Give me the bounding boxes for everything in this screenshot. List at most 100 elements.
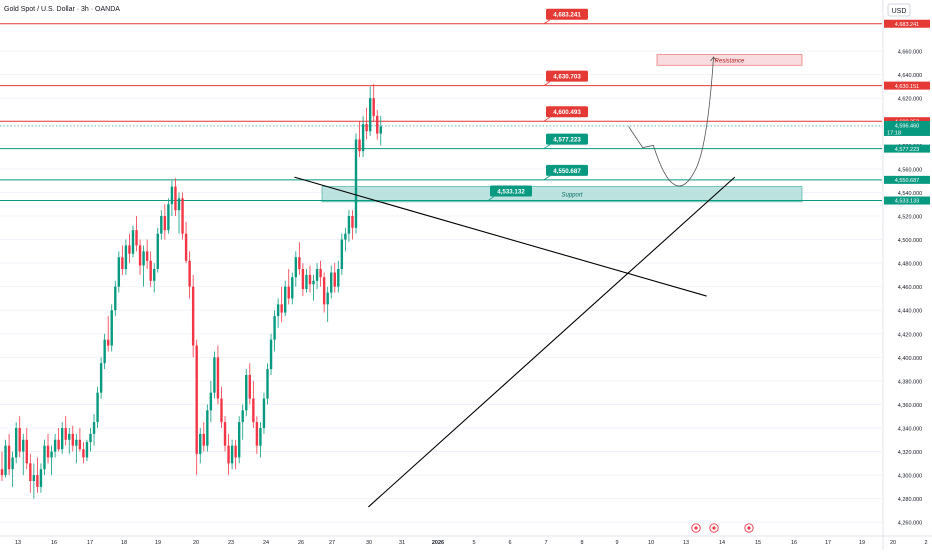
- candle-body: [273, 316, 276, 340]
- time-tick-label: 14: [719, 540, 725, 546]
- price-level-badge: [546, 133, 588, 145]
- candle-body: [177, 198, 181, 211]
- candle-body: [358, 139, 361, 152]
- price-tick-label: 4,520.000: [898, 215, 922, 221]
- axis-level-tag: [884, 19, 930, 28]
- level-layer: [0, 23, 882, 202]
- time-axis[interactable]: 13 16 17 18 19 20 23 24 26 27 30 31 2026 5 6 7 8 9 10 13 14 1…: [0, 523, 932, 546]
- time-tick-label: 7: [544, 540, 547, 546]
- price-level-pointer: [543, 19, 551, 25]
- price-tick-label: 4,320.000: [898, 450, 922, 456]
- time-tick-label: 23: [228, 540, 234, 546]
- candle-body: [75, 439, 78, 446]
- candle-body: [330, 272, 333, 293]
- candle-body: [18, 428, 21, 452]
- price-level-pointer: [543, 175, 551, 181]
- time-tick-label: 16: [791, 540, 797, 546]
- time-tick-label: 24: [263, 540, 269, 546]
- price-level-badge: [546, 164, 588, 176]
- candle-body: [170, 186, 174, 205]
- time-tick-label: 20: [193, 540, 199, 546]
- candle-body: [0, 469, 4, 476]
- axis-level-tag-text: 4,577.223: [895, 147, 919, 153]
- price-axis[interactable]: 4,260.000 4,280.000 4,300.000 4,320.000 4,34…: [882, 0, 930, 550]
- candle-body: [322, 277, 326, 305]
- candle-body: [202, 433, 205, 446]
- candle-body: [14, 428, 18, 458]
- time-tick-label: 9: [615, 540, 618, 546]
- candle-body: [121, 257, 124, 269]
- candle-body: [36, 475, 39, 487]
- candle-body: [206, 410, 209, 446]
- candle-body: [361, 124, 365, 152]
- price-tick-label: 4,640.000: [898, 73, 922, 79]
- candle-body: [315, 269, 319, 281]
- price-level-badge-text: 4,683.241: [553, 12, 581, 19]
- candle-body: [78, 439, 82, 450]
- trend-layer: [294, 56, 736, 508]
- event-flag-icon-dot: [747, 526, 751, 530]
- price-level-pointer: [543, 144, 551, 149]
- time-tick-label: 2026: [432, 540, 444, 546]
- time-tick-label: 15: [755, 540, 761, 546]
- resistance-zone: [656, 54, 803, 66]
- candle-body: [4, 445, 7, 476]
- candle-body: [57, 439, 60, 450]
- candle-body: [337, 269, 340, 287]
- candle-body: [191, 286, 195, 346]
- price-tick-label: 4,540.000: [898, 191, 922, 197]
- candle-body: [11, 457, 14, 470]
- countdown-text: 17:18: [887, 130, 901, 136]
- candle-body: [372, 98, 375, 116]
- time-tick-label: 18: [121, 540, 127, 546]
- candle-body: [135, 230, 138, 246]
- candle-body: [99, 363, 103, 393]
- candle-body: [68, 433, 71, 440]
- price-level-badge: [546, 106, 588, 118]
- candle-body: [167, 204, 170, 231]
- candle-body: [259, 428, 262, 446]
- candle-body: [245, 375, 248, 411]
- candle-body: [230, 445, 234, 464]
- candle-body: [7, 445, 11, 470]
- candle-body: [85, 442, 89, 458]
- resistance-zone-label: Resistance: [715, 58, 745, 64]
- support-zone-label: Support: [561, 193, 582, 199]
- time-tick-label: 8: [580, 540, 583, 546]
- candle-body: [340, 239, 344, 269]
- currency-badge[interactable]: [887, 3, 911, 17]
- price-tick-label: 4,280.000: [898, 497, 922, 503]
- candle-body: [347, 216, 351, 234]
- candle-body: [53, 439, 57, 452]
- ascending-trendline: [368, 176, 736, 508]
- axis-level-tag-text: 4,550.687: [895, 178, 919, 184]
- candle-body: [351, 216, 354, 228]
- candle-body: [195, 345, 198, 454]
- price-tick-label: 4,340.000: [898, 427, 922, 433]
- time-tick-label: 19: [859, 540, 865, 546]
- candle-body: [241, 410, 244, 423]
- candle-body: [262, 398, 266, 428]
- candle-body: [174, 186, 177, 211]
- currency-label: USD: [892, 8, 907, 15]
- candle-body: [181, 198, 184, 234]
- candle-body: [213, 357, 216, 393]
- candle-body: [209, 392, 213, 411]
- candle-body: [71, 433, 74, 446]
- axis-level-tag-text: 4,630.151: [895, 84, 919, 90]
- candle-body: [184, 233, 188, 261]
- candle-body: [156, 233, 159, 269]
- time-tick-label: 19: [155, 540, 161, 546]
- candle-body: [280, 304, 283, 313]
- time-tick-label: 31: [399, 540, 405, 546]
- candle-body: [25, 439, 28, 464]
- time-tick-label: 13: [15, 540, 21, 546]
- candle-body: [223, 422, 227, 446]
- candle-body: [237, 422, 241, 458]
- candle-body: [50, 451, 53, 458]
- candle-body: [60, 428, 64, 450]
- candle-body: [365, 124, 368, 132]
- candle-body: [312, 280, 315, 285]
- price-level-pointer: [487, 196, 495, 201]
